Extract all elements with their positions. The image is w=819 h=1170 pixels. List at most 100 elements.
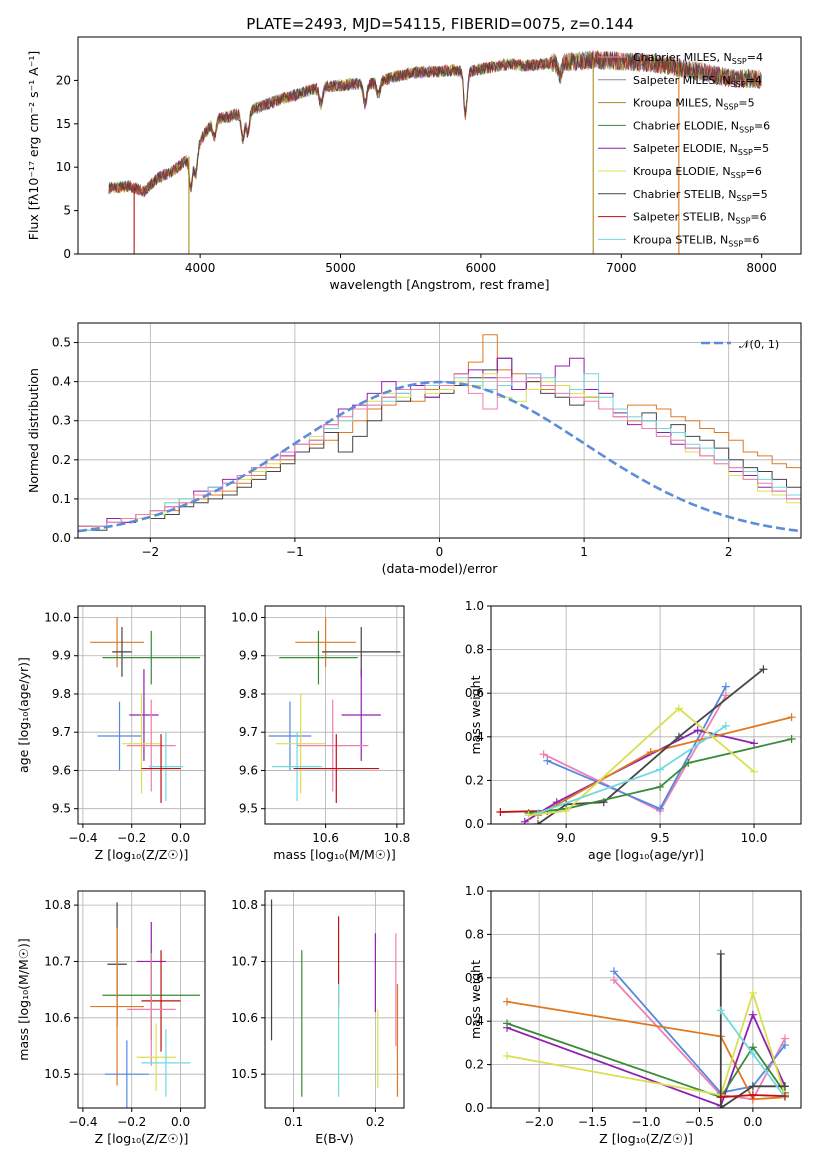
spectrum-plot-area — [108, 49, 762, 254]
weight-marker — [716, 1006, 725, 1015]
y-tick-label: 10.0 — [44, 610, 71, 624]
x-tick-label: −1 — [286, 545, 304, 559]
weight-marker — [674, 732, 683, 741]
y-tick-label: 0.5 — [52, 336, 71, 350]
y-axis-label: mass weight — [468, 960, 483, 1039]
weight-marker — [656, 782, 665, 791]
figure-title: PLATE=2493, MJD=54115, FIBERID=0075, z=0… — [246, 15, 633, 33]
legend-entry: Kroupa ELODIE, NSSP=6 — [633, 165, 762, 180]
weight-marker — [524, 811, 533, 820]
axes-frame — [490, 890, 802, 1109]
weight-marker — [656, 804, 665, 813]
y-tick-label: 0.1 — [52, 492, 71, 506]
y-tick-label: 0.2 — [465, 773, 484, 787]
axes-frame — [77, 890, 206, 1109]
weight-marker — [562, 806, 571, 815]
legend-suffix: =6 — [746, 165, 762, 178]
weight-series-line — [506, 1022, 786, 1099]
weight-plot-area — [503, 949, 789, 1108]
weight-marker — [748, 1082, 757, 1091]
weight-marker — [721, 721, 730, 730]
weight-series-line — [719, 953, 785, 1108]
weight-marker — [609, 967, 618, 976]
weight-marker — [503, 1019, 512, 1028]
x-axis-label: age [log₁₀(age/yr)] — [588, 847, 704, 862]
legend-subscript: SSP — [735, 217, 750, 226]
legend-subscript: SSP — [723, 103, 738, 112]
weight-marker — [543, 756, 552, 765]
weight-marker — [496, 808, 505, 817]
weight-marker — [539, 750, 548, 759]
x-axis-label: Z [log₁₀(Z/Z☉)] — [95, 847, 189, 862]
legend-label: Chabrier ELODIE, N — [633, 119, 739, 132]
y-axis-label: Flux [fλ10⁻¹⁷ erg cm⁻² s⁻¹ A⁻¹] — [26, 51, 41, 240]
y-tick-label: 0.4 — [465, 730, 484, 744]
x-axis-label: Z [log₁₀(Z/Z☉)] — [599, 1131, 693, 1146]
x-tick-label: 2 — [725, 545, 733, 559]
weight-marker — [748, 1010, 757, 1019]
weight-marker — [716, 1093, 725, 1102]
y-tick-label: 15 — [56, 117, 71, 131]
weight-marker — [656, 765, 665, 774]
y-tick-label: 5 — [63, 204, 71, 218]
weight-marker — [716, 1104, 725, 1108]
y-tick-label: 0.2 — [465, 1058, 484, 1072]
y-tick-label: 10.7 — [44, 954, 71, 968]
x-tick-label: 10.6 — [312, 831, 339, 845]
legend-entry: Salpeter STELIB, NSSP=6 — [633, 211, 767, 226]
weight-marker — [684, 758, 693, 767]
histogram-plot-area — [78, 334, 801, 533]
x-tick-label: 0.0 — [171, 1115, 190, 1129]
weight-marker — [716, 949, 725, 958]
x-tick-label: 8000 — [746, 261, 777, 275]
legend-subscript: SSP — [738, 148, 753, 157]
y-tick-label: 0.6 — [465, 971, 484, 985]
weight-marker — [721, 691, 730, 700]
weight-marker — [693, 726, 702, 735]
y-tick-label: 10.6 — [44, 1011, 71, 1025]
weight-marker — [646, 748, 655, 757]
x-tick-label: 6000 — [466, 261, 497, 275]
x-tick-label: 9.5 — [651, 831, 670, 845]
legend-suffix: =6 — [750, 211, 766, 224]
y-tick-label: 1.0 — [465, 884, 484, 898]
x-tick-label: 10.0 — [741, 831, 768, 845]
x-tick-label: 10.8 — [384, 831, 411, 845]
y-tick-label: 20 — [56, 73, 71, 87]
age-vs-metallicity-panel: −0.4 −0.2 0.0 9.5 9.6 9.7 9.8 9.9 10.0 Z [log₁₀(Z… — [16, 605, 206, 862]
x-tick-label: 7000 — [606, 261, 637, 275]
weight-marker — [748, 1049, 757, 1058]
y-tick-label: 10.0 — [231, 610, 258, 624]
weight-marker — [533, 809, 542, 818]
weight-series-line — [506, 1012, 786, 1107]
x-tick-label: 9.0 — [557, 831, 576, 845]
y-tick-label: 9.7 — [239, 725, 258, 739]
y-tick-label: 10.5 — [231, 1067, 258, 1081]
y-tick-label: 9.9 — [239, 649, 258, 663]
legend-entry: 𝒩(0, 1) — [739, 338, 779, 351]
legend-suffix: =6 — [754, 119, 770, 132]
legend-entry: Kroupa STELIB, NSSP=6 — [633, 233, 759, 248]
y-tick-label: 0.0 — [465, 817, 484, 831]
legend-subscript: SSP — [732, 57, 747, 66]
legend-suffix: =5 — [752, 188, 768, 201]
mass-weight-vs-metallicity-panel: −2.0 −1.5 −1.0 −0.5 0.0 0.0 0.2 0.4 0.6 0.8 1.0 Z [… — [465, 884, 802, 1146]
y-tick-label: 10 — [56, 160, 71, 174]
spectrum-line — [108, 51, 762, 197]
weight-marker — [748, 988, 757, 997]
x-tick-label: −0.2 — [117, 831, 146, 845]
legend-entry: Chabrier ELODIE, NSSP=6 — [633, 119, 770, 134]
legend-entry: Salpeter ELODIE, NSSP=5 — [633, 142, 769, 157]
y-tick-label: 0.8 — [465, 643, 484, 657]
x-tick-label: −2.0 — [525, 1115, 554, 1129]
legend-suffix: =4 — [746, 74, 762, 87]
x-tick-label: −1.0 — [631, 1115, 660, 1129]
weight-marker — [750, 767, 759, 776]
legend-subscript: SSP — [739, 125, 754, 134]
axes-frame — [264, 890, 405, 1109]
x-axis-label: (data-model)/error — [382, 561, 499, 576]
mass-vs-metallicity-panel: −0.4 −0.2 0.0 10.5 10.6 10.7 10.8 Z [log₁₀(Z/Z☉… — [16, 890, 206, 1146]
weight-marker — [780, 1092, 789, 1101]
weight-marker — [787, 734, 796, 743]
